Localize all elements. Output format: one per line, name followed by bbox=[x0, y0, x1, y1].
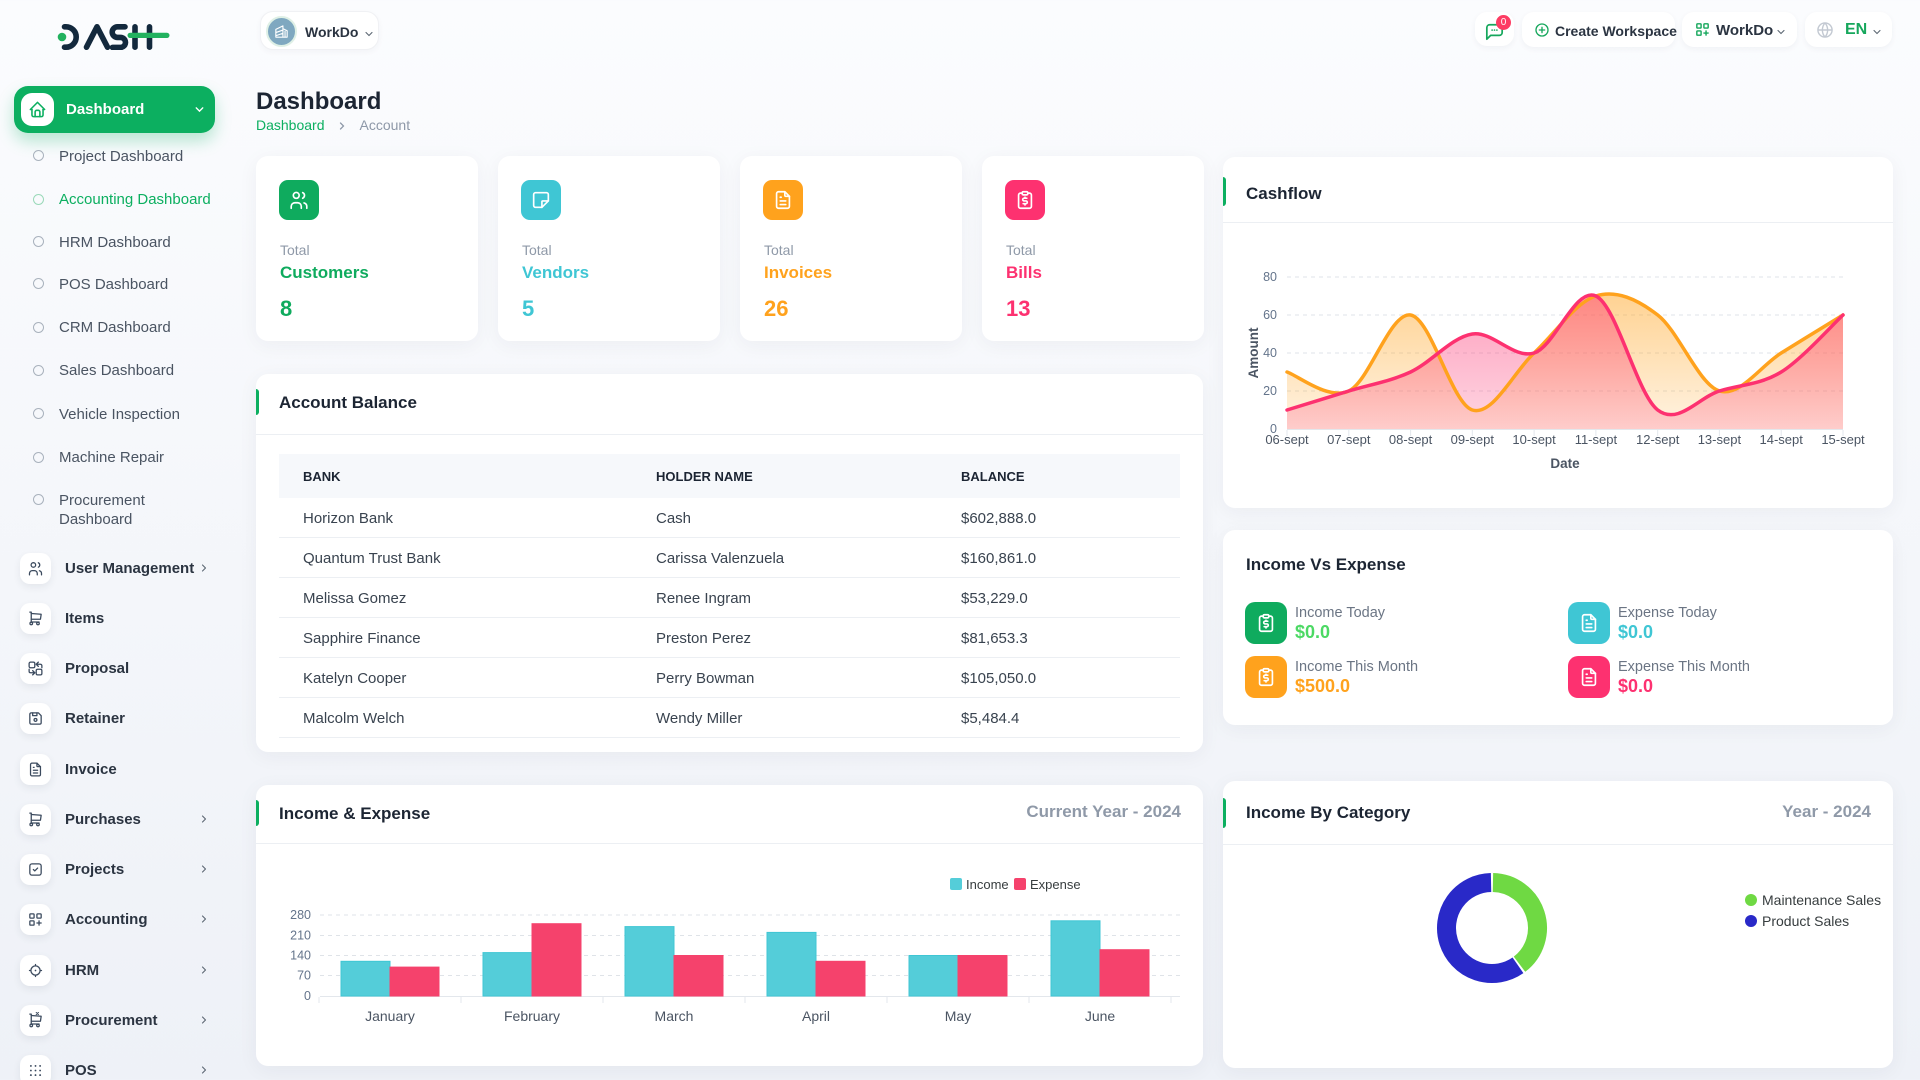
svg-text:140: 140 bbox=[290, 949, 311, 963]
svg-text:Income: Income bbox=[966, 877, 1009, 892]
svg-text:210: 210 bbox=[290, 929, 311, 943]
svg-text:Date: Date bbox=[1550, 456, 1580, 471]
svg-text:40: 40 bbox=[1263, 346, 1277, 360]
svg-text:09-sept: 09-sept bbox=[1451, 432, 1495, 447]
svg-text:07-sept: 07-sept bbox=[1327, 432, 1371, 447]
svg-text:May: May bbox=[945, 1008, 971, 1024]
svg-text:0: 0 bbox=[1270, 422, 1277, 436]
svg-text:Maintenance Sales: Maintenance Sales bbox=[1762, 892, 1881, 908]
svg-text:Amount: Amount bbox=[1246, 327, 1261, 378]
svg-text:February: February bbox=[504, 1008, 560, 1024]
svg-text:12-sept: 12-sept bbox=[1636, 432, 1680, 447]
svg-text:20: 20 bbox=[1263, 384, 1277, 398]
svg-text:80: 80 bbox=[1263, 270, 1277, 284]
svg-text:Expense: Expense bbox=[1030, 877, 1081, 892]
svg-text:April: April bbox=[802, 1008, 830, 1024]
svg-text:60: 60 bbox=[1263, 308, 1277, 322]
svg-text:13-sept: 13-sept bbox=[1698, 432, 1742, 447]
svg-text:June: June bbox=[1085, 1008, 1116, 1024]
svg-text:70: 70 bbox=[297, 969, 311, 983]
svg-text:08-sept: 08-sept bbox=[1389, 432, 1433, 447]
svg-text:January: January bbox=[365, 1008, 415, 1024]
svg-text:15-sept: 15-sept bbox=[1821, 432, 1865, 447]
svg-text:March: March bbox=[655, 1008, 694, 1024]
svg-text:14-sept: 14-sept bbox=[1760, 432, 1804, 447]
svg-text:10-sept: 10-sept bbox=[1512, 432, 1556, 447]
svg-text:0: 0 bbox=[304, 989, 311, 1003]
svg-text:11-sept: 11-sept bbox=[1575, 432, 1618, 447]
svg-text:06-sept: 06-sept bbox=[1265, 432, 1309, 447]
svg-text:280: 280 bbox=[290, 908, 311, 922]
svg-text:Product Sales: Product Sales bbox=[1762, 913, 1849, 929]
